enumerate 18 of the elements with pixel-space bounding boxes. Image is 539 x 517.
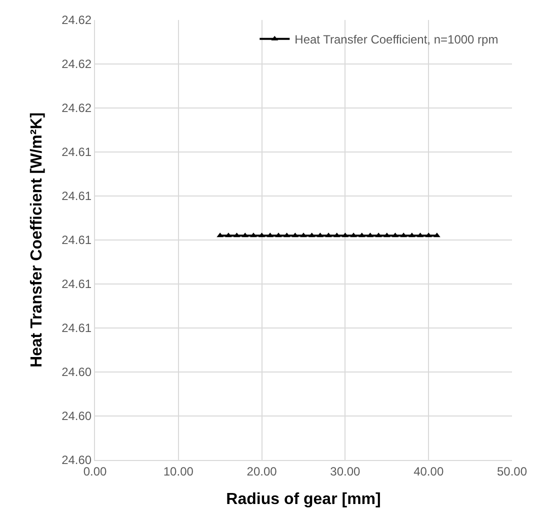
x-axis-title: Radius of gear [mm] <box>226 491 381 508</box>
legend-label: Heat Transfer Coefficient, n=1000 rpm <box>294 32 498 47</box>
y-tick-label: 24.62 <box>62 13 92 28</box>
x-tick-label: 30.00 <box>330 464 361 478</box>
x-tick-label: 50.00 <box>496 464 528 478</box>
y-tick-label: 24.61 <box>62 277 92 292</box>
y-tick-label: 24.62 <box>62 57 92 72</box>
y-tick-label: 24.61 <box>62 233 92 248</box>
y-tick-label: 24.60 <box>62 409 92 424</box>
y-axis-title: Heat Transfer Coefficient [W/m²K] <box>28 112 46 368</box>
y-tick-label: 24.60 <box>62 365 92 380</box>
y-tick-label: 24.62 <box>62 101 92 116</box>
y-tick-label: 24.61 <box>62 321 92 336</box>
x-tick-label: 20.00 <box>246 464 278 478</box>
x-tick-label: 10.00 <box>163 464 194 478</box>
y-tick-label: 24.61 <box>62 189 92 204</box>
y-tick-label: 24.61 <box>62 145 92 160</box>
x-tick-label: 40.00 <box>414 464 444 478</box>
